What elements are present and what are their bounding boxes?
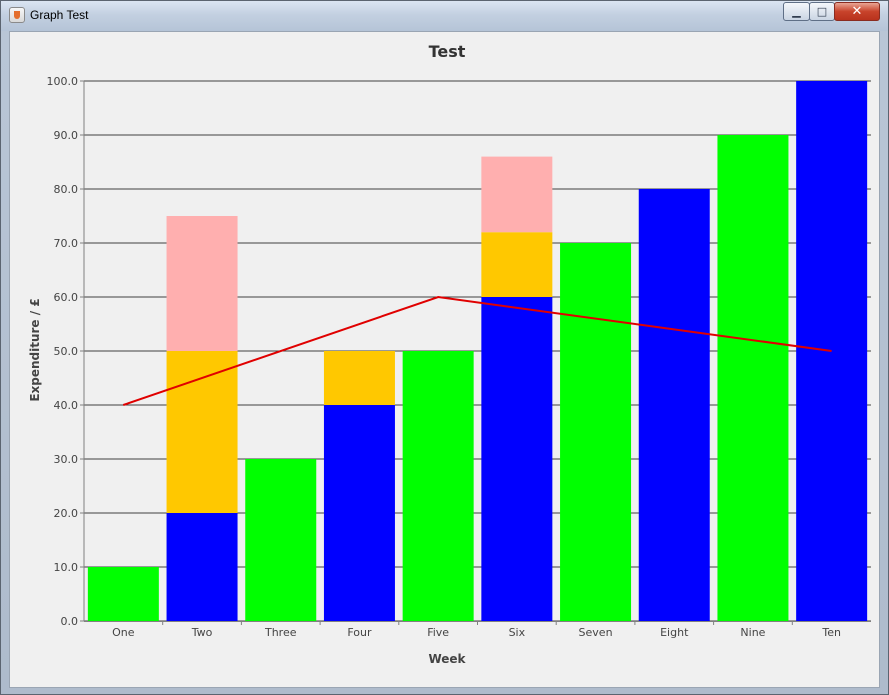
bar-four-segment (323, 351, 395, 405)
x-tick-label: Seven (579, 626, 613, 639)
bar-six-segment (481, 297, 553, 621)
y-tick-label: 100.0 (47, 75, 79, 88)
bar-two-segment (166, 351, 238, 513)
x-tick-label: Nine (740, 626, 765, 639)
y-tick-label: 30.0 (54, 453, 79, 466)
y-tick-label: 20.0 (54, 507, 79, 520)
minimize-button[interactable]: ▁ (783, 2, 810, 21)
y-tick-label: 10.0 (54, 561, 79, 574)
window-title: Graph Test (30, 8, 89, 22)
x-tick-label: Four (347, 626, 372, 639)
java-app-icon (9, 7, 25, 23)
bar-five-segment (402, 351, 474, 621)
y-tick-label: 60.0 (54, 291, 79, 304)
bar-four-segment (323, 405, 395, 621)
maximize-button[interactable]: □ (809, 2, 835, 21)
y-tick-label: 0.0 (61, 615, 79, 628)
chart-canvas: 0.0 10.0 20.0 30.0 40.0 50.0 60.0 70.0 80.0 90.0 1… (28, 42, 871, 666)
y-axis-label: Expenditure / £ (28, 298, 42, 401)
chart-title: Test (429, 42, 466, 61)
axes: 0.0 10.0 20.0 30.0 40.0 50.0 60.0 70.0 80.0 90.0 1… (47, 75, 871, 639)
x-tick-label: Three (264, 626, 297, 639)
series-line (122, 295, 832, 406)
maximize-icon: □ (816, 5, 828, 18)
bar-six-segment (481, 232, 553, 297)
bar-three-segment (245, 459, 317, 621)
y-tick-label: 50.0 (54, 345, 79, 358)
x-axis-label: Week (428, 652, 466, 666)
x-tick-label: One (112, 626, 135, 639)
x-tick-label: Two (191, 626, 213, 639)
y-tick-label: 80.0 (54, 183, 79, 196)
bar-six-segment (481, 156, 553, 233)
minimize-icon: ▁ (792, 5, 801, 18)
close-button[interactable]: ✕ (834, 2, 880, 21)
x-tick-label: Six (509, 626, 526, 639)
bar-two-segment (166, 513, 238, 621)
bar-nine-segment (717, 135, 789, 621)
close-icon: ✕ (851, 4, 863, 19)
bars (87, 81, 868, 621)
bar-eight-segment (638, 189, 710, 621)
y-tick-label: 70.0 (54, 237, 79, 250)
y-tick-label: 40.0 (54, 399, 79, 412)
x-tick-label: Five (427, 626, 449, 639)
bar-seven-segment (560, 243, 632, 621)
bar-one-segment (87, 567, 159, 621)
bar-ten-segment (796, 81, 868, 621)
chart-panel: 0.0 10.0 20.0 30.0 40.0 50.0 60.0 70.0 80.0 90.0 1… (9, 31, 880, 688)
title-bar[interactable]: Graph Test ▁ □ ✕ (1, 1, 888, 31)
bar-two-segment (166, 216, 238, 351)
y-tick-label: 90.0 (54, 129, 79, 142)
series-line-path (122, 295, 832, 406)
x-tick-label: Ten (821, 626, 841, 639)
x-tick-label: Eight (660, 626, 689, 639)
